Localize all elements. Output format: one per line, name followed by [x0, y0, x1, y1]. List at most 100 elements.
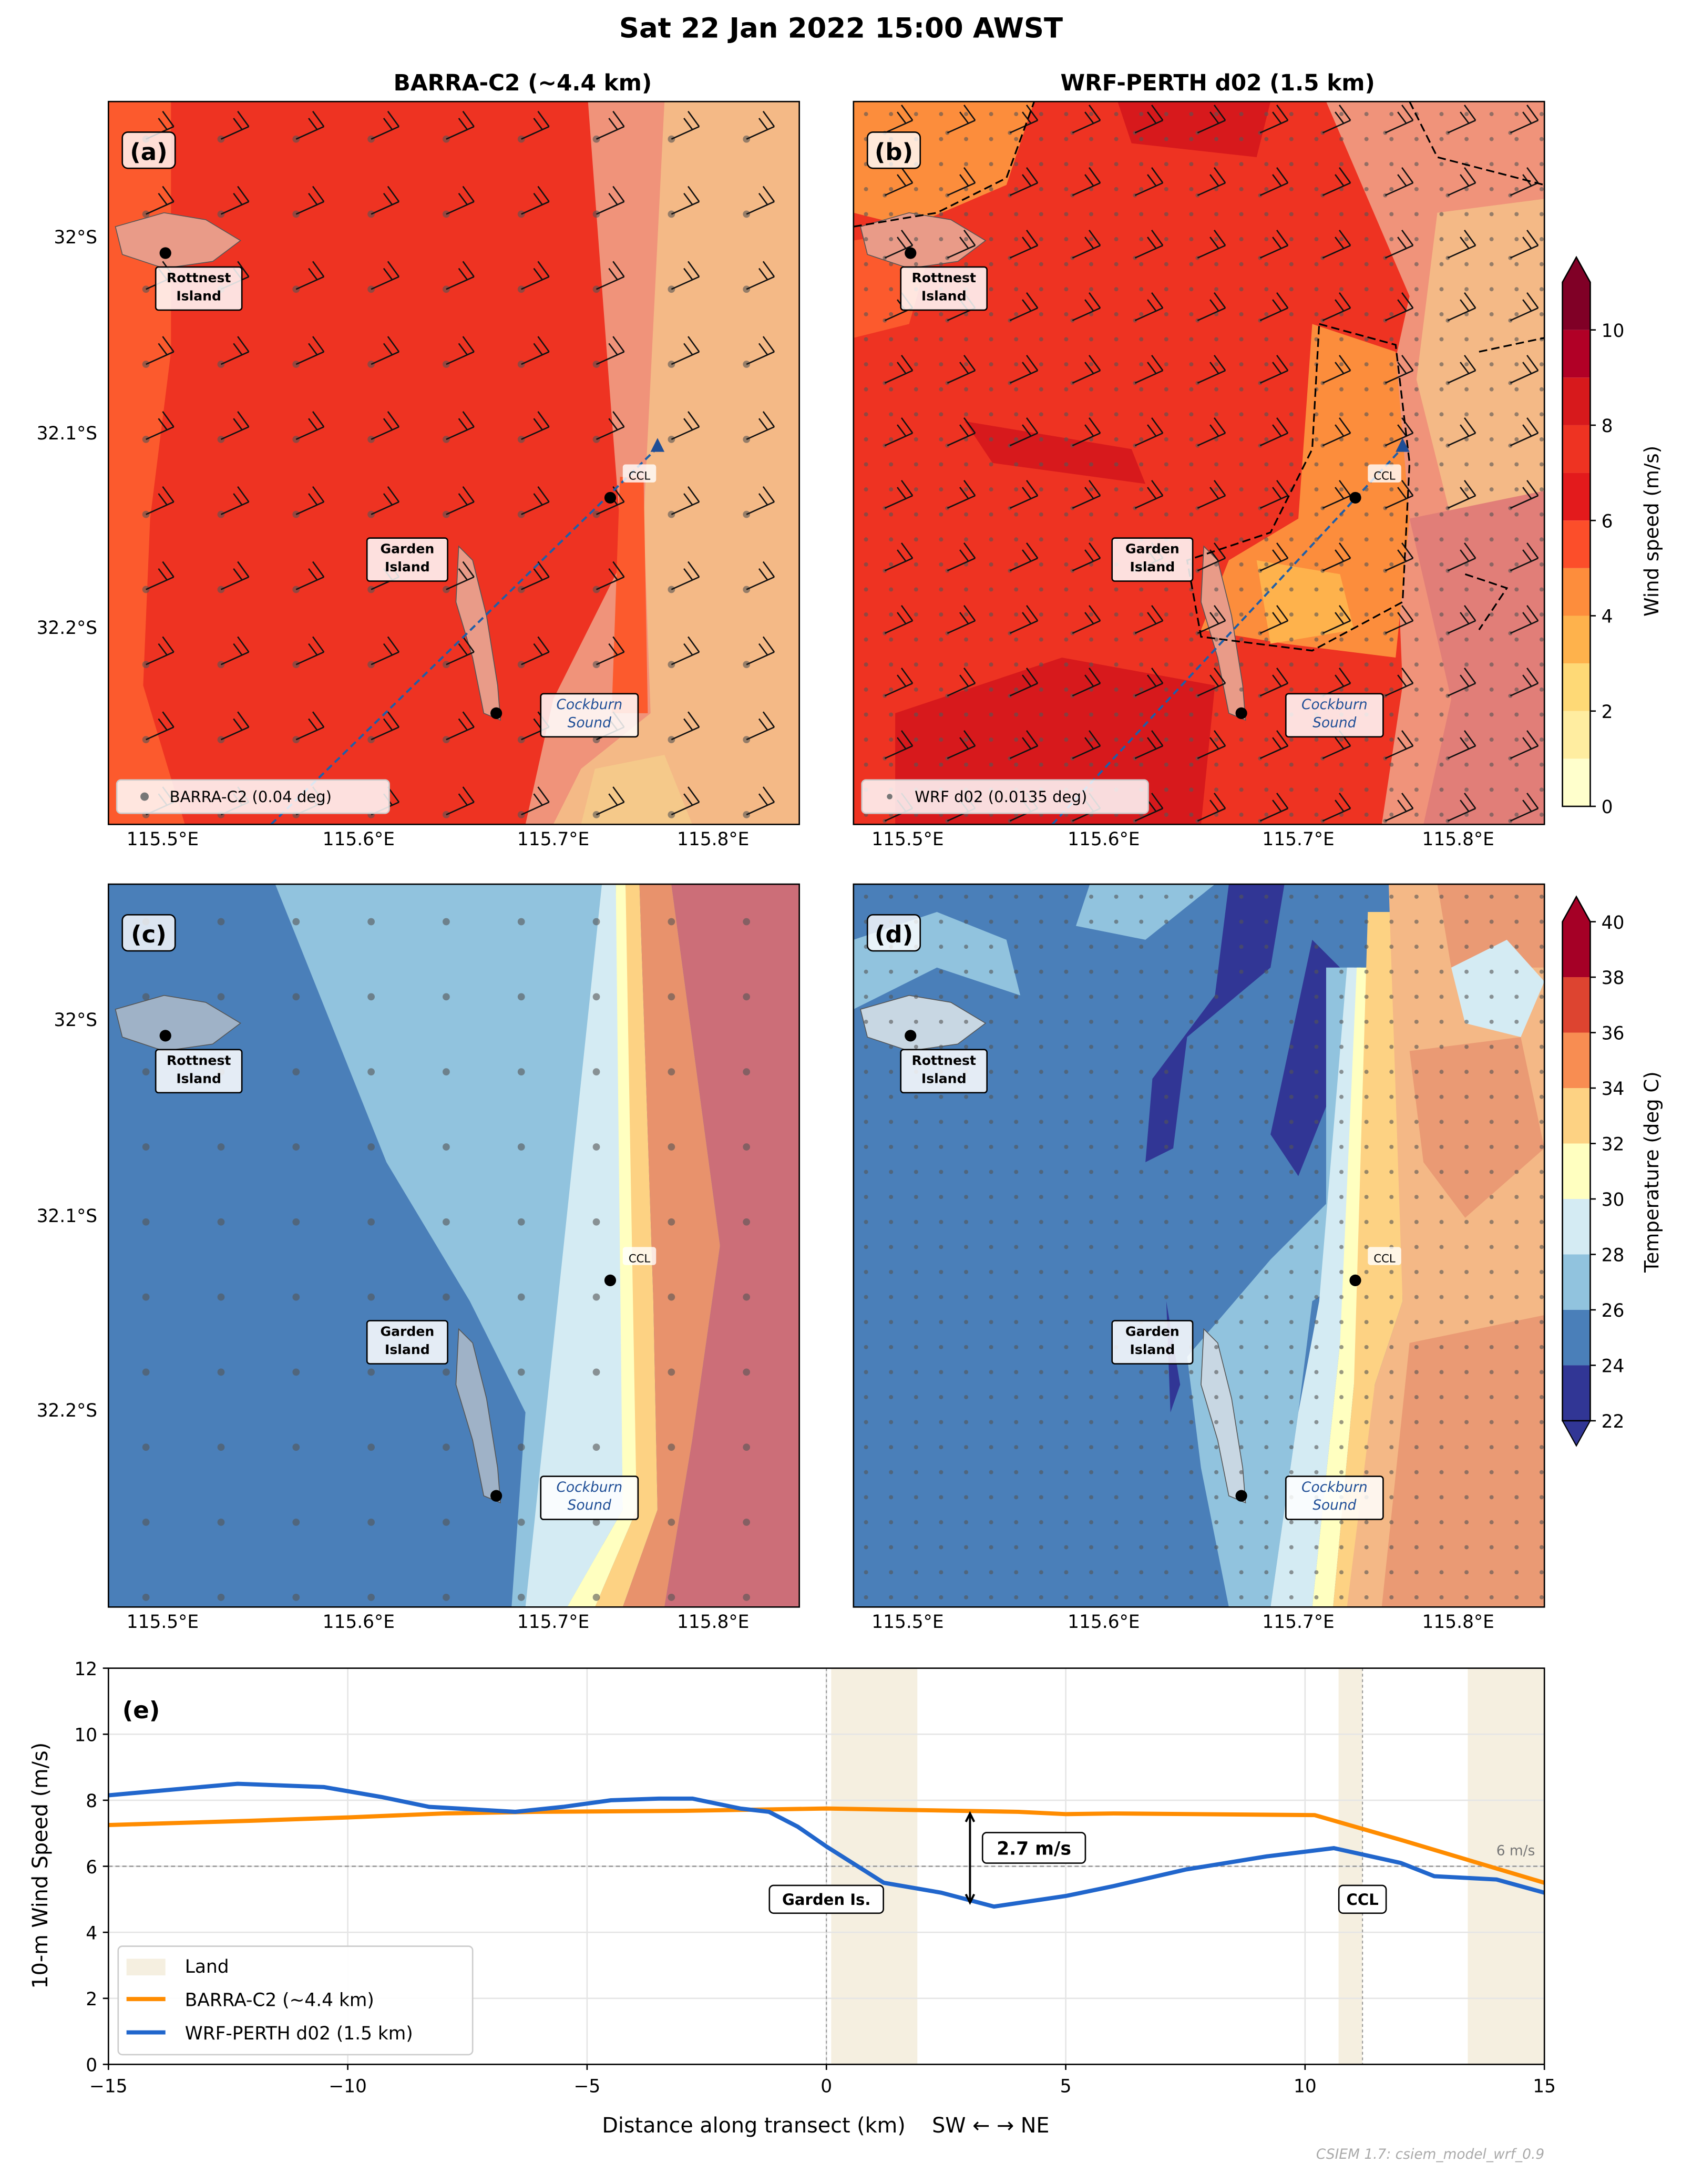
grid-point — [1014, 312, 1019, 316]
grid-point — [1039, 487, 1043, 492]
grid-point — [964, 1495, 968, 1500]
grid-point — [1364, 1345, 1369, 1349]
grid-point — [1064, 737, 1069, 742]
grid-point — [142, 1368, 150, 1376]
grid-point — [1214, 587, 1219, 592]
colorbar-tick-label: 0 — [1602, 797, 1613, 818]
grid-point — [1039, 187, 1043, 191]
grid-point — [592, 361, 600, 368]
grid-point — [1289, 112, 1294, 116]
grid-point — [1289, 1044, 1294, 1049]
grid-point — [1489, 945, 1494, 949]
grid-point — [1439, 137, 1444, 141]
grid-point — [1039, 894, 1043, 899]
grid-point — [1314, 287, 1319, 292]
grid-point — [889, 1570, 894, 1575]
grid-point — [1064, 112, 1069, 116]
cockburn-label-text: Cockburn — [556, 1479, 622, 1495]
wind-barb — [1009, 230, 1039, 259]
grid-point — [1314, 994, 1319, 999]
wind-barb — [1072, 668, 1101, 696]
grid-point — [1364, 1320, 1369, 1325]
grid-point — [1014, 412, 1019, 417]
grid-point — [1064, 894, 1069, 899]
grid-point — [1039, 512, 1043, 517]
grid-point — [1214, 1520, 1219, 1524]
grid-point — [1014, 1044, 1019, 1049]
garden-label-text: Island — [385, 559, 430, 575]
grid-point — [1139, 1420, 1144, 1424]
grid-point — [1539, 1144, 1544, 1149]
grid-point — [1264, 919, 1269, 924]
grid-point — [1539, 1495, 1544, 1500]
grid-point — [1064, 919, 1069, 924]
map-legend: BARRA-C2 (0.04 deg) — [116, 779, 390, 814]
wind-barb — [947, 668, 976, 696]
grid-point — [989, 1495, 993, 1500]
wind-barb — [371, 711, 400, 741]
grid-point — [964, 512, 968, 517]
wind-barb — [1447, 542, 1476, 571]
grid-point — [1189, 894, 1194, 899]
wind-barb — [1009, 668, 1039, 696]
grid-point — [1389, 287, 1394, 292]
wind-barb — [521, 636, 550, 665]
grid-point — [914, 1445, 918, 1450]
wind-barb — [596, 561, 625, 590]
grid-point — [989, 1520, 993, 1524]
grid-point — [1089, 1520, 1093, 1524]
grid-point — [1089, 1395, 1093, 1399]
wind-barb — [746, 336, 775, 365]
grid-point — [1339, 1370, 1344, 1375]
rottnest-label-text: Rottnest — [911, 1053, 976, 1068]
grid-point — [1439, 1420, 1444, 1424]
wind-barb — [1009, 292, 1039, 321]
grid-point — [1489, 787, 1494, 792]
grid-point — [864, 994, 868, 999]
grid-point — [939, 1120, 943, 1124]
grid-point — [1139, 612, 1144, 617]
wind-barb — [671, 261, 700, 290]
grid-point — [1114, 919, 1119, 924]
grid-point — [1389, 1195, 1394, 1199]
grid-point — [1539, 894, 1544, 899]
wind-barb — [1384, 105, 1414, 134]
colorbar-segment — [1562, 330, 1591, 378]
grid-point — [1239, 162, 1244, 167]
grid-point — [964, 387, 968, 392]
grid-point — [1364, 562, 1369, 567]
grid-point — [964, 1520, 968, 1524]
grid-point — [1039, 387, 1043, 392]
grid-point — [1339, 137, 1344, 141]
grid-point — [1464, 1144, 1469, 1149]
grid-point — [939, 362, 943, 367]
grid-point — [367, 210, 375, 218]
lon-tick-label: 115.5°E — [127, 829, 199, 850]
grid-point — [964, 1170, 968, 1174]
grid-point — [443, 661, 450, 669]
grid-point — [939, 212, 943, 217]
grid-point — [1139, 1170, 1144, 1174]
grid-point — [1514, 1120, 1519, 1124]
grid-point — [864, 1170, 868, 1174]
grid-point — [1364, 1395, 1369, 1399]
grid-point — [1239, 687, 1244, 692]
grid-point — [1039, 162, 1043, 167]
grid-point — [1414, 812, 1419, 817]
grid-point — [1539, 537, 1544, 542]
grid-point — [668, 1443, 675, 1451]
wind-barb — [746, 486, 775, 515]
grid-point — [1089, 412, 1093, 417]
grid-point — [1439, 762, 1444, 767]
grid-point — [1064, 462, 1069, 467]
grid-point — [939, 1219, 943, 1224]
grid-point — [1089, 212, 1093, 217]
grid-point — [1264, 262, 1269, 266]
grid-point — [889, 1520, 894, 1524]
wind-barb — [1072, 417, 1101, 446]
wind-barb — [146, 636, 175, 665]
grid-point — [1089, 994, 1093, 999]
grid-point — [939, 1320, 943, 1325]
wind-barb — [1510, 230, 1539, 259]
grid-point — [1289, 1345, 1294, 1349]
